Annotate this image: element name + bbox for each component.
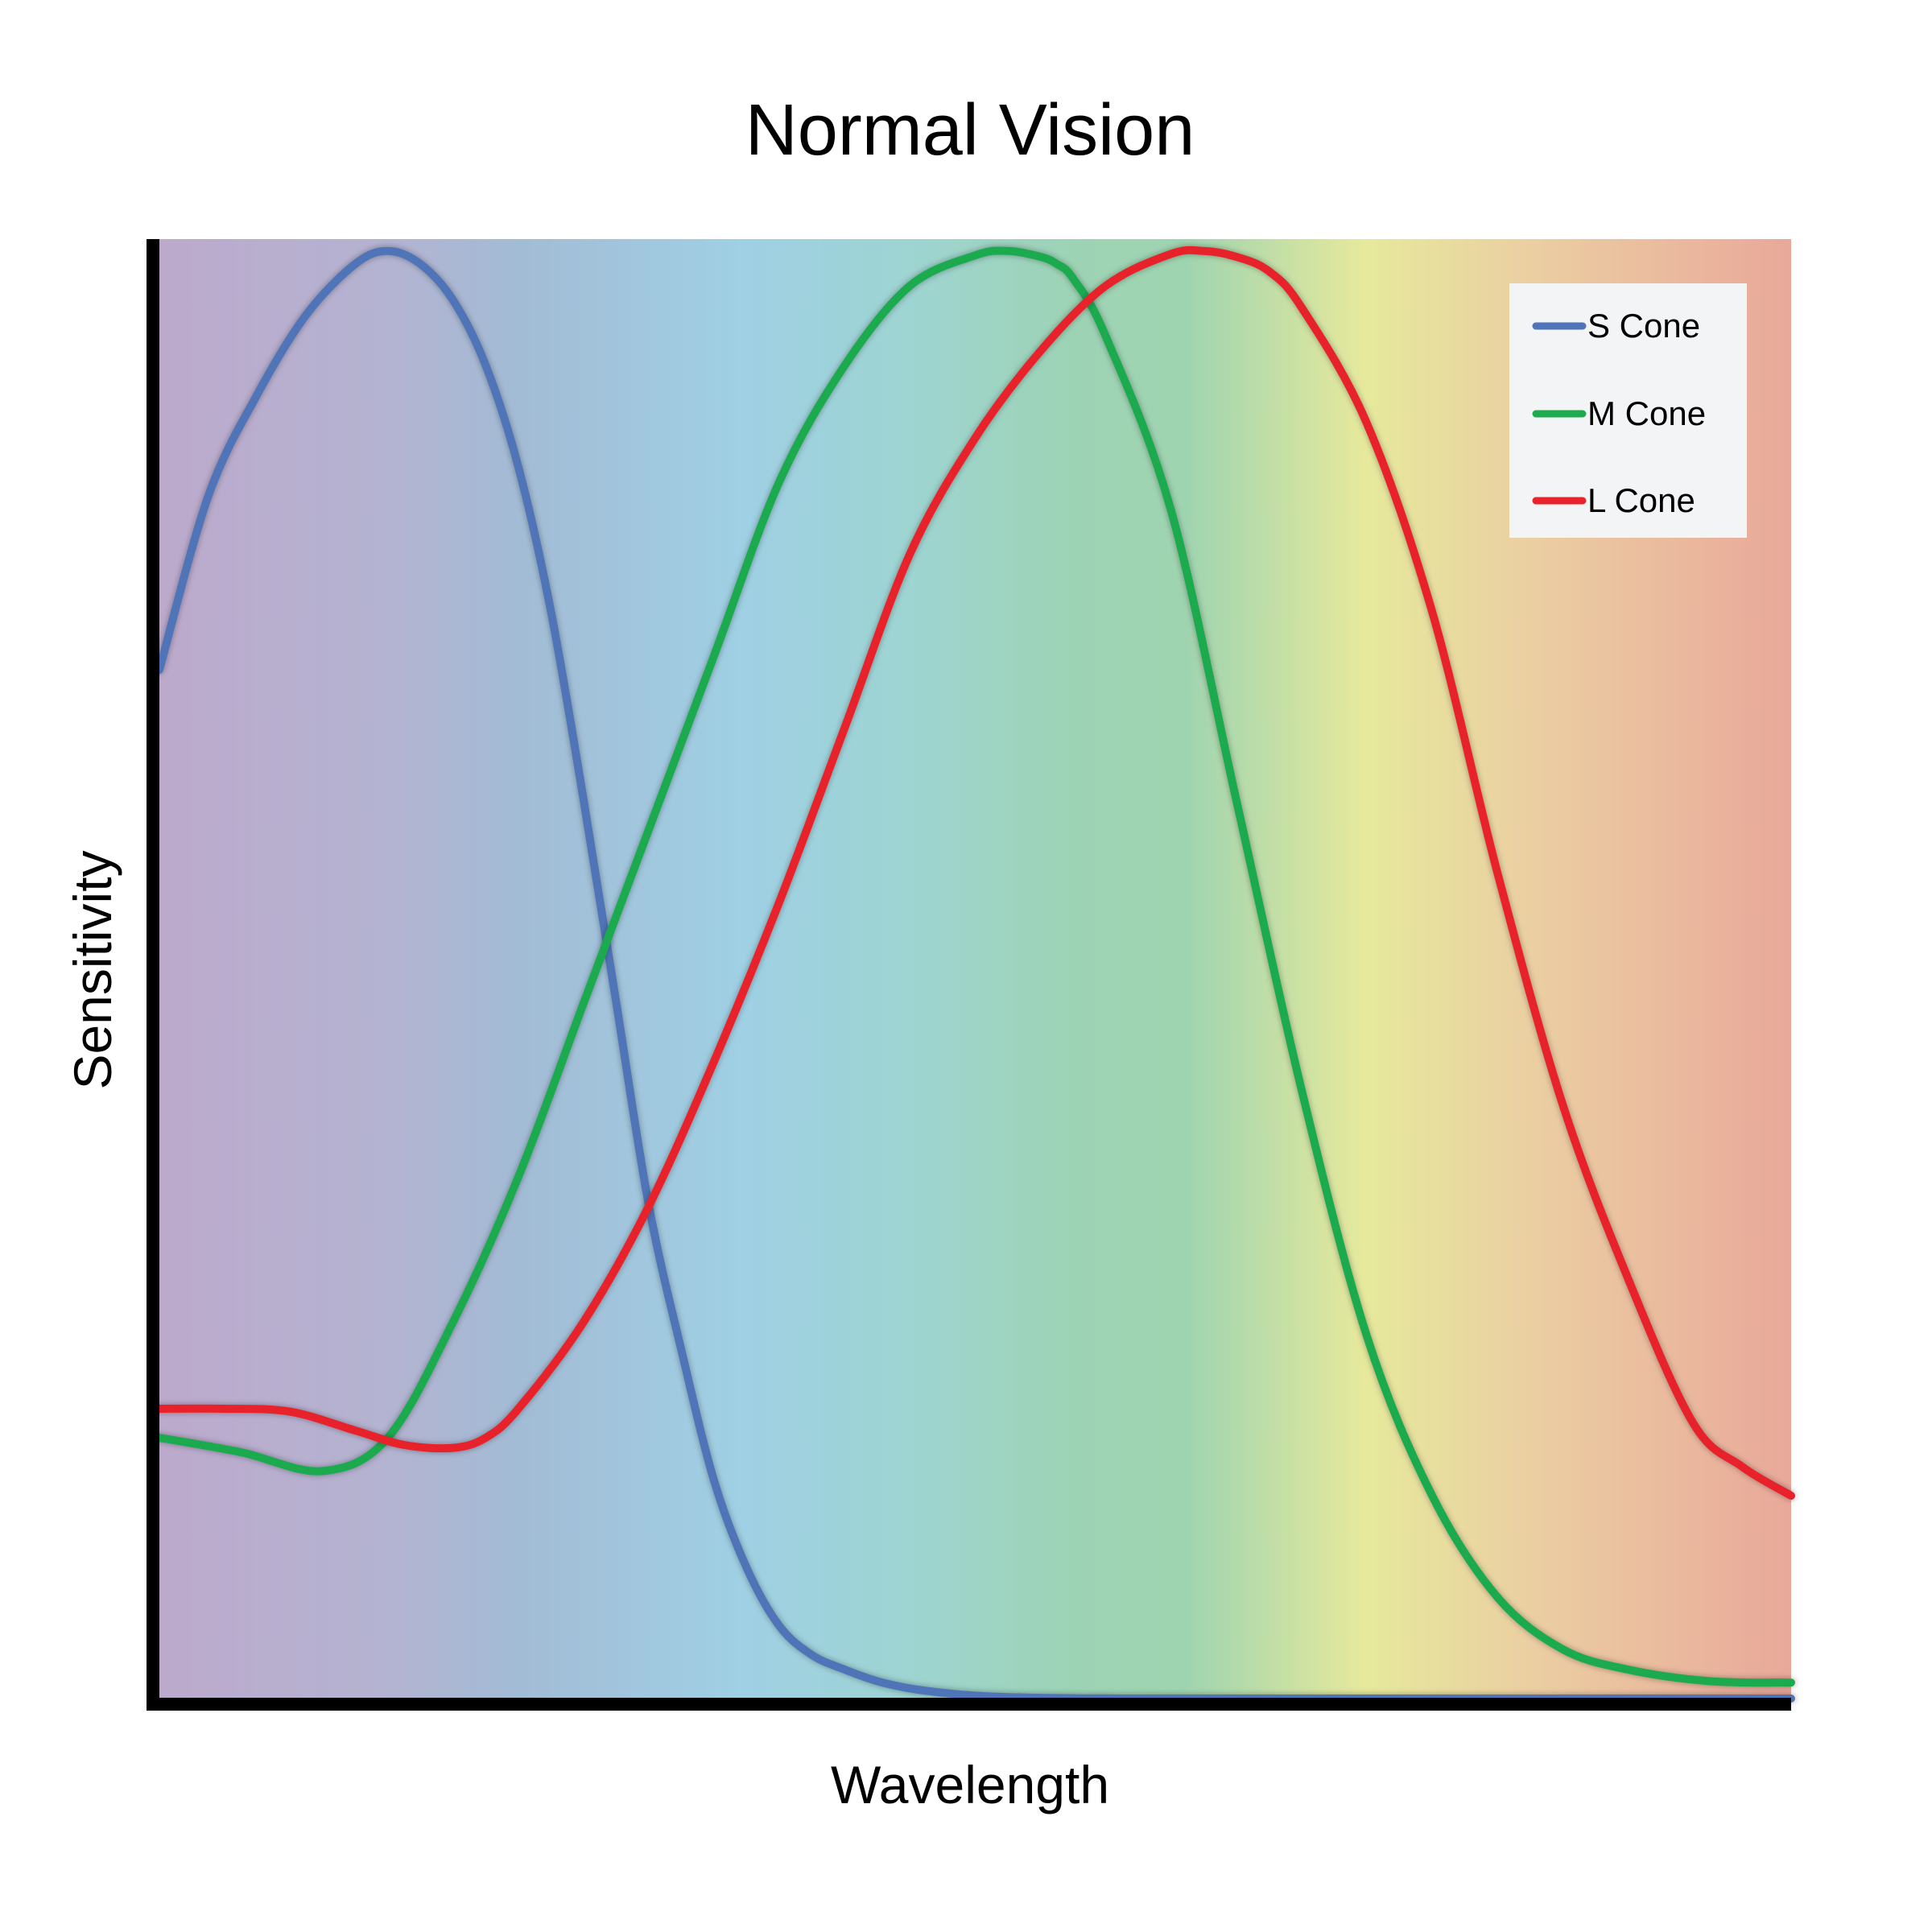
legend: S Cone M Cone L Cone [1509, 283, 1747, 538]
series-line-m-cone [155, 246, 1795, 1687]
legend-label-s-cone: S Cone [1587, 307, 1700, 345]
legend-label-m-cone: M Cone [1587, 394, 1706, 432]
chart-title: Normal Vision [745, 90, 1195, 171]
legend-item-s-cone: S Cone [1532, 307, 1700, 345]
x-axis-label: Wavelength [831, 1755, 1109, 1814]
legend-item-l-cone: L Cone [1532, 481, 1695, 519]
y-axis-label: Sensitivity [63, 850, 122, 1089]
legend-label-l-cone: L Cone [1587, 481, 1695, 519]
legend-item-m-cone: M Cone [1532, 394, 1706, 432]
series-line-l-cone [155, 246, 1795, 1500]
